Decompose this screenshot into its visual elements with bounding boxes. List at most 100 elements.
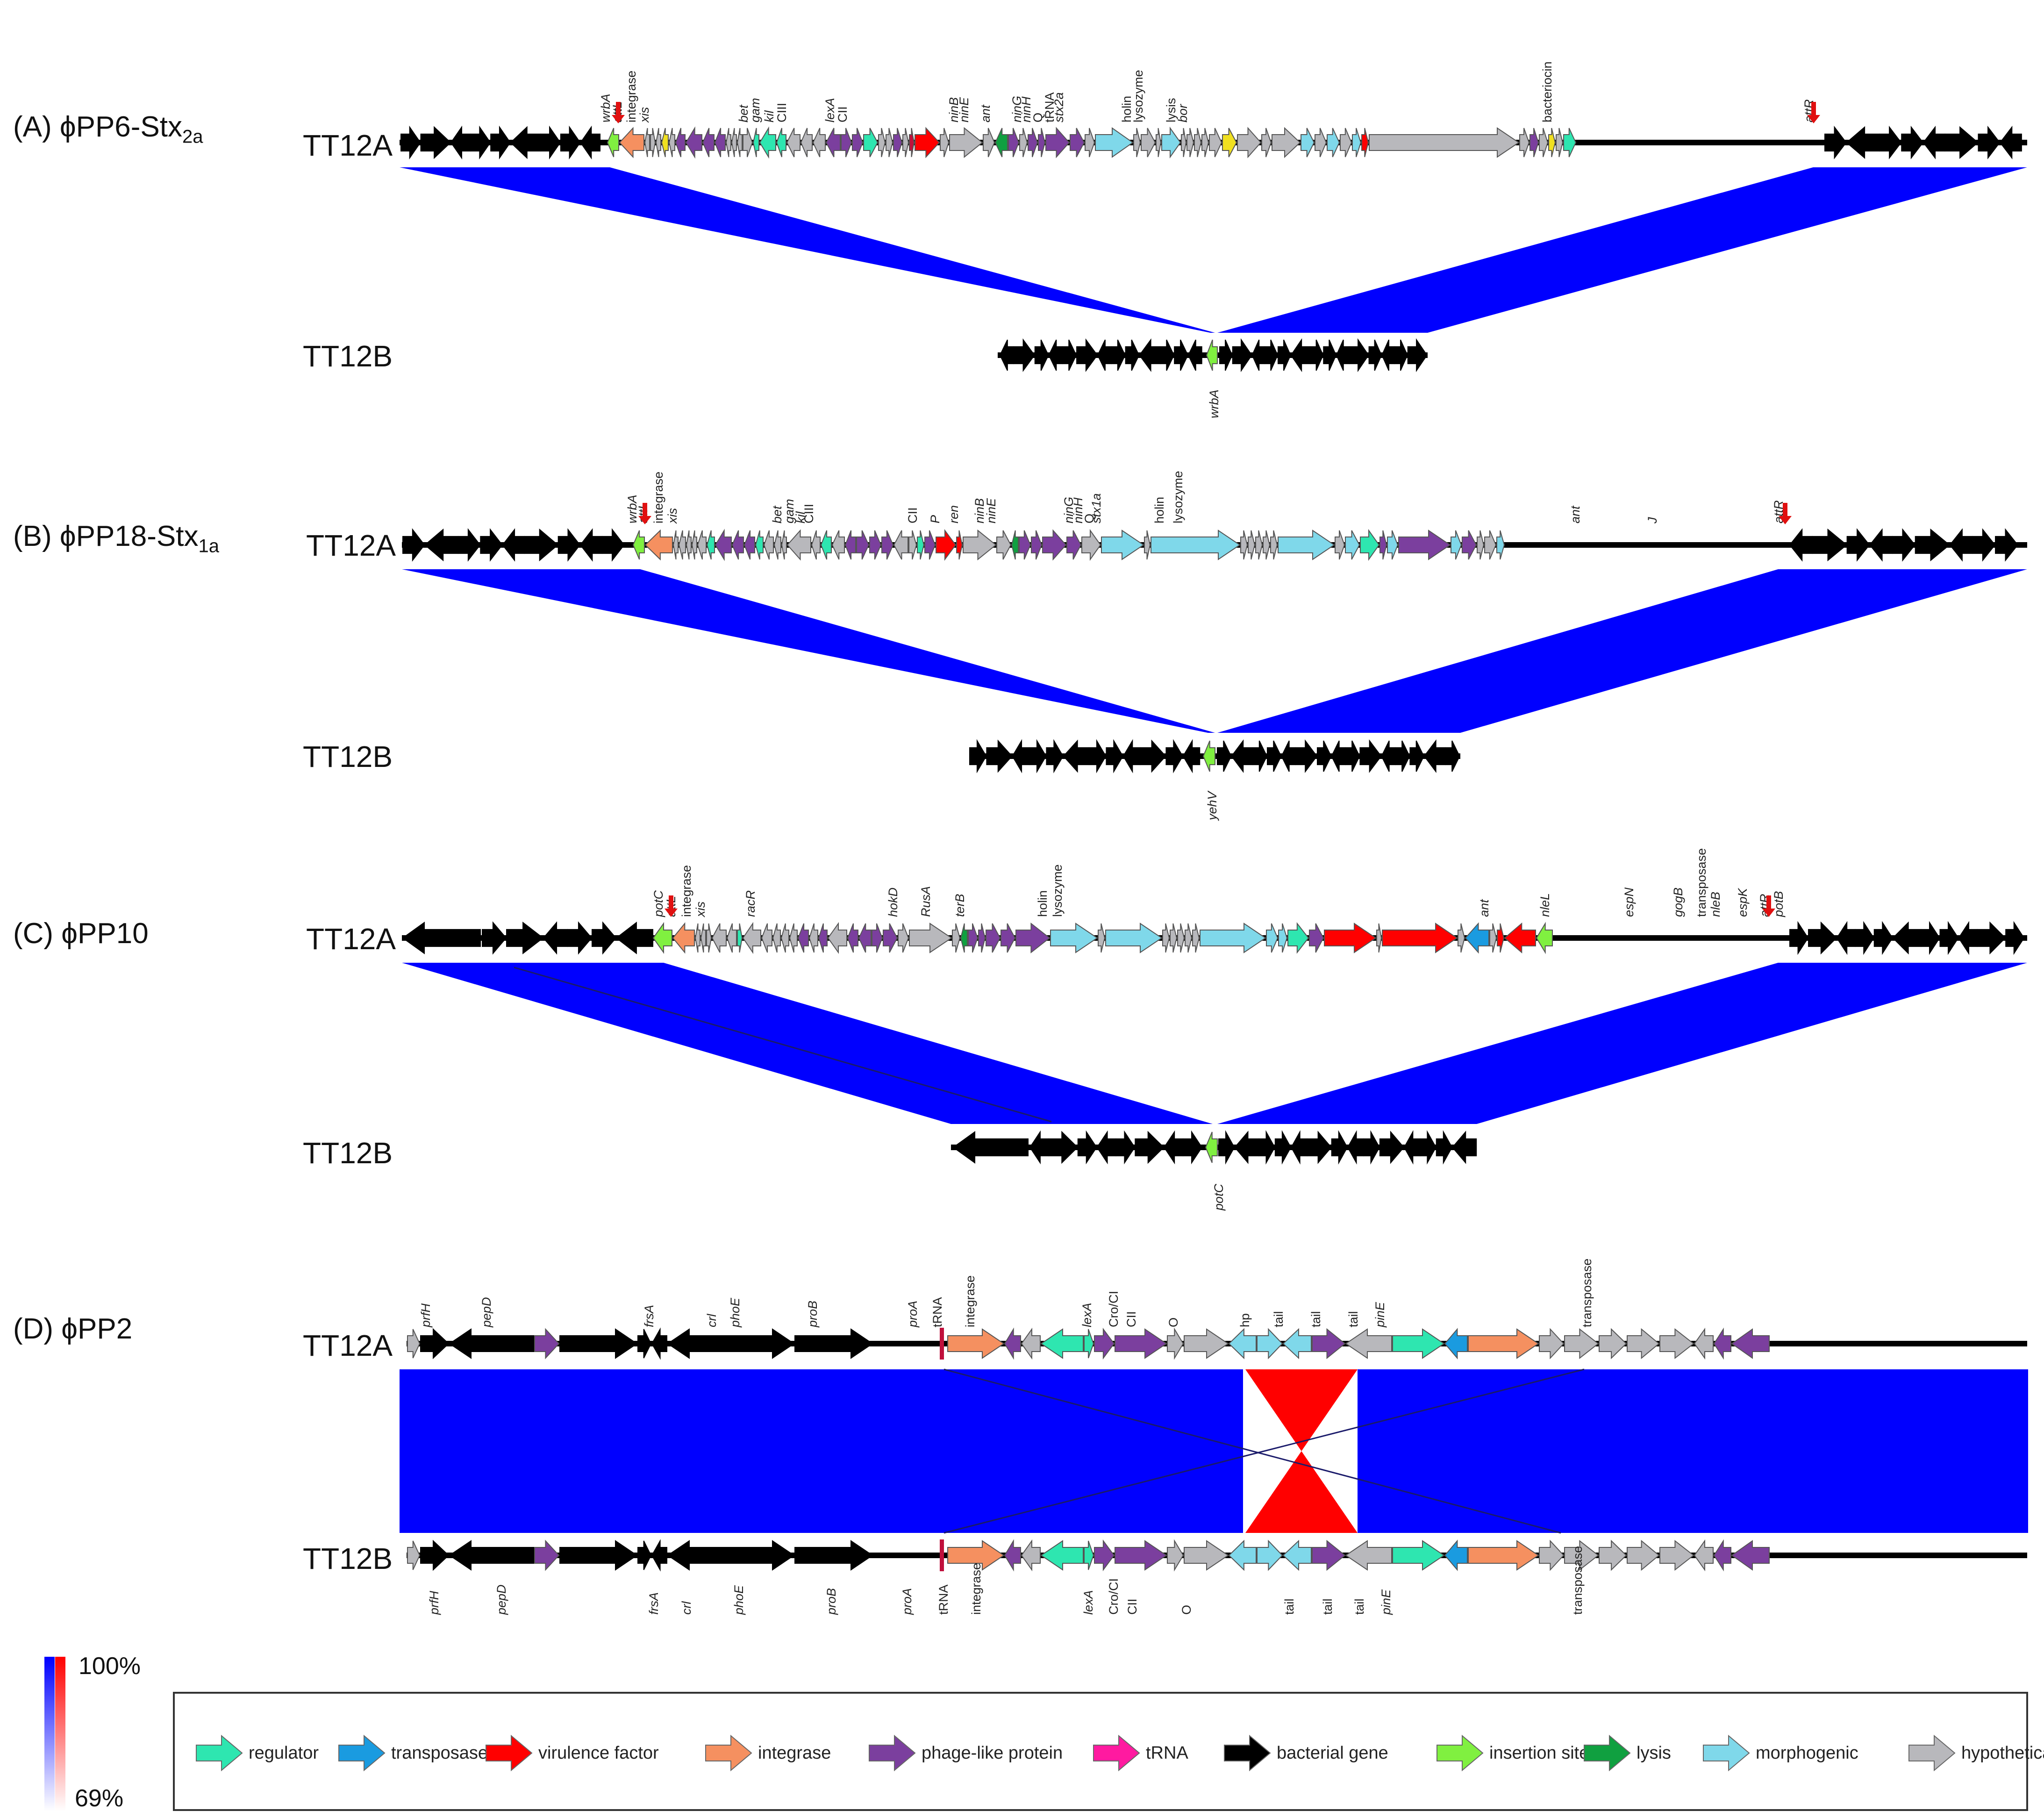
gene-arrow-hypothetical xyxy=(1458,923,1465,953)
gene-label: bor xyxy=(1176,104,1190,122)
legend-swatch-trna xyxy=(1093,1734,1140,1772)
gene-arrow-bacterial xyxy=(1232,338,1252,372)
gene-arrow-bacterial xyxy=(1076,338,1098,372)
gene-arrow-bacterial xyxy=(1274,1130,1292,1165)
gene-arrow-bacterial xyxy=(986,739,1013,773)
gene-arrow-regulator xyxy=(759,126,776,159)
gene-arrow-bacterial xyxy=(1281,740,1296,772)
panel-label-c: (C) ϕPP10 xyxy=(13,917,149,950)
gene-arrow-morphogenic xyxy=(1257,1328,1283,1360)
gene-label: integrase xyxy=(679,865,693,917)
legend-label: virulence factor xyxy=(538,1743,659,1763)
legend-swatch-regulator xyxy=(196,1734,243,1772)
legend-arrow-phage xyxy=(869,1734,916,1772)
gene-arrow-bacterial xyxy=(1349,338,1369,372)
gene-arrow-phage xyxy=(841,128,852,157)
gene-arrow-phage xyxy=(715,529,732,561)
gene-arrow-phage xyxy=(1731,1328,1770,1359)
legend-label: tRNA xyxy=(1146,1743,1188,1763)
gene-arrow-phage xyxy=(924,530,936,560)
gene-arrow-bacterial xyxy=(1420,1130,1437,1165)
gene-arrow-transposase xyxy=(1444,1539,1468,1571)
gene-label: tail xyxy=(1309,1311,1323,1327)
gene-arrow-bacterial xyxy=(1995,528,2019,562)
gene-arrow-hypothetical xyxy=(1659,1328,1694,1360)
gene-arrow-bacterial xyxy=(1379,1131,1405,1164)
trna-marker xyxy=(940,1328,944,1360)
gene-arrow-hypothetical xyxy=(909,923,952,953)
gene-arrow-bacterial xyxy=(1921,921,1940,955)
legend-arrow-regulator xyxy=(196,1734,243,1772)
gene-arrow-bacterial xyxy=(969,739,987,773)
gene-arrow-hypothetical xyxy=(1556,128,1564,157)
gene-arrow-hypothetical xyxy=(725,128,731,157)
gene-label: transposase xyxy=(1580,1259,1594,1327)
gene-label: O xyxy=(1179,1605,1194,1615)
gene-arrow-bacterial xyxy=(1846,528,1870,562)
gene-arrow-bacterial xyxy=(1423,739,1446,773)
panel-label-a: (A) ϕPP6-Stx2a xyxy=(13,111,203,147)
legend-arrow-trna xyxy=(1093,1734,1140,1772)
homology-block-c-left xyxy=(402,963,1213,1124)
gene-arrow-bacterial xyxy=(615,921,653,955)
gene-arrow-hypothetical xyxy=(827,922,847,954)
gene-arrow-morphogenic xyxy=(1151,530,1241,560)
gene-arrow-phage xyxy=(818,923,828,953)
gene-label: ninH xyxy=(1071,497,1085,523)
gene-arrow-regulator xyxy=(1040,1328,1084,1359)
gene-arrow-bacterial xyxy=(1290,338,1311,372)
gene-label: frsA xyxy=(642,1305,656,1327)
gene-arrow-regulator xyxy=(776,128,786,157)
gene-arrow-bacterial xyxy=(480,528,503,562)
gene-label: ninG xyxy=(1062,497,1076,523)
legend-item-hypothetical: hypothetical\unknown xyxy=(1906,1732,2044,1774)
genome-label-b-top: TT12A xyxy=(306,529,396,562)
gene-arrow-morphogenic xyxy=(1451,530,1462,560)
gene-arrow-bacterial xyxy=(1892,528,1915,562)
gene-arrow-hypothetical xyxy=(1240,530,1248,560)
gene-arrow-phage xyxy=(893,128,903,157)
gene-arrow-bacterial xyxy=(1855,921,1874,955)
gene-arrow-hypothetical xyxy=(812,128,826,157)
gene-arrow-bacterial xyxy=(1939,921,1959,955)
trna-marker xyxy=(940,1539,944,1571)
gene-arrow-hypothetical xyxy=(1599,1328,1627,1360)
gene-arrow-bacterial xyxy=(450,125,471,160)
gene-label: proB xyxy=(824,1588,838,1615)
gene-label: proB xyxy=(806,1301,820,1328)
gene-arrow-bacterial xyxy=(1034,339,1049,371)
gene-arrow-bacterial xyxy=(1336,339,1350,371)
legend-label: transposase xyxy=(391,1743,488,1763)
gene-label: wrbA xyxy=(625,494,639,523)
gene-arrow-hypothetical xyxy=(672,530,679,560)
gene-arrow-phage xyxy=(1398,530,1451,560)
legend-arrow-bacterial xyxy=(1224,1734,1271,1772)
gene-label: stx2a xyxy=(1052,92,1066,122)
gene-label: tail xyxy=(1282,1598,1296,1615)
gene-arrow-bacterial xyxy=(1164,1130,1184,1165)
legend-swatch-phage xyxy=(869,1734,916,1772)
gene-label: prfH xyxy=(419,1303,433,1328)
gene-label: lysis xyxy=(1164,98,1178,123)
gene-label: ninB xyxy=(947,97,961,122)
gene-arrow-phage xyxy=(1115,1328,1167,1359)
gene-arrow-hypothetical xyxy=(1340,128,1352,157)
gene-arrow-regulator xyxy=(1084,1540,1094,1570)
gene-arrow-hypothetical xyxy=(1255,530,1263,560)
gene-arrow-bacterial xyxy=(1381,740,1396,772)
gene-arrow-bacterial xyxy=(510,126,541,159)
gene-arrow-bacterial xyxy=(1363,1130,1380,1165)
gene-label: CII xyxy=(836,106,850,122)
gene-label: Q xyxy=(1031,113,1045,122)
gene-arrow-morphogenic xyxy=(1345,530,1360,560)
gene-label: CIII xyxy=(802,504,816,523)
gene-arrow-hypothetical xyxy=(1185,923,1193,953)
gene-arrow-hypothetical xyxy=(940,128,950,157)
gene-arrow-integrase xyxy=(947,1540,1005,1571)
gene-arrow-bacterial xyxy=(1231,739,1253,773)
gene-arrow-hypothetical xyxy=(811,530,821,560)
gene-label: lysozyme xyxy=(1051,864,1065,917)
gene-arrow-bacterial xyxy=(1182,739,1201,773)
gene-label: ant xyxy=(1568,505,1582,523)
